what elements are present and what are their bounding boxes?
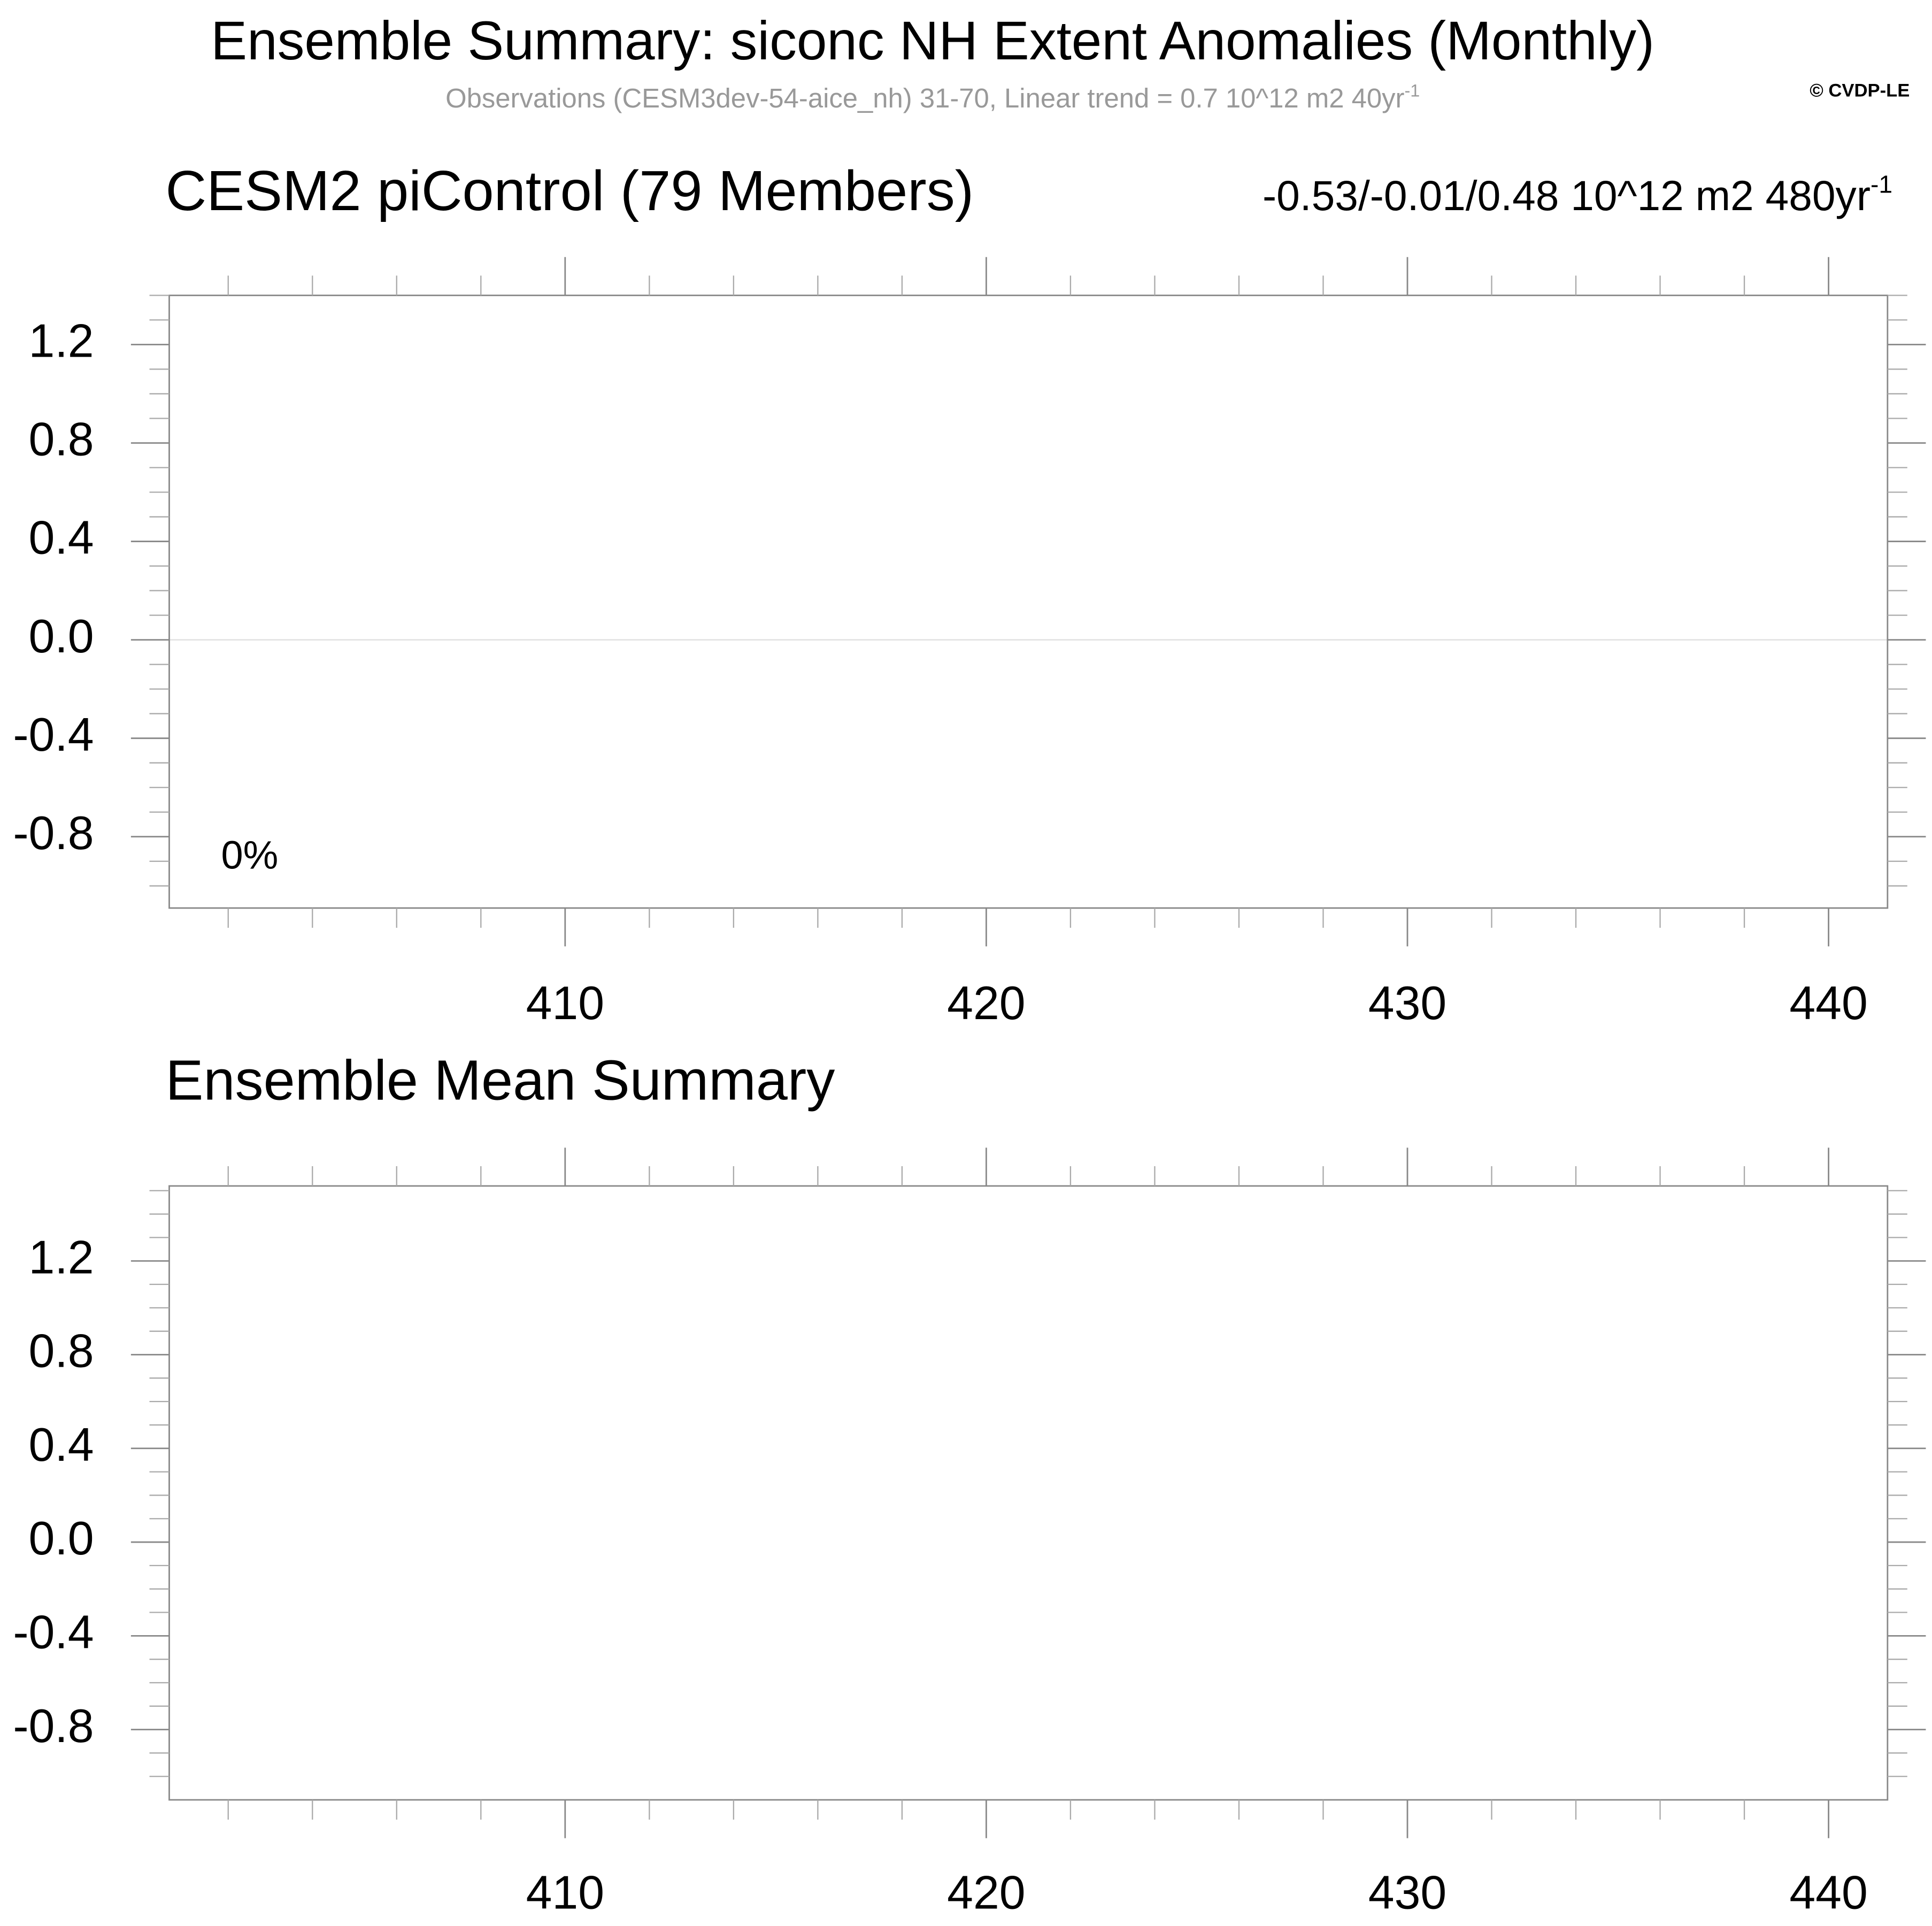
panel-title: Ensemble Mean Summary bbox=[166, 1048, 835, 1112]
right-title-superscript: -1 bbox=[1871, 171, 1892, 198]
plot-frame bbox=[168, 1185, 1889, 1801]
y-tick-label: 0.0 bbox=[29, 610, 94, 662]
x-tick-label: 410 bbox=[526, 977, 604, 1029]
subtitle-text: Observations (CESM3dev-54-aice_nh) 31-70… bbox=[445, 83, 1404, 113]
y-tick-label: 0.0 bbox=[29, 1512, 94, 1565]
y-tick-label: 0.8 bbox=[29, 1325, 94, 1377]
y-tick-label: 1.2 bbox=[29, 1231, 94, 1283]
y-tick-label: 0.4 bbox=[29, 512, 94, 564]
x-tick-label: 430 bbox=[1368, 1866, 1446, 1919]
x-tick-label: 430 bbox=[1368, 977, 1446, 1029]
y-tick-label: -0.4 bbox=[13, 708, 94, 761]
x-tick-label: 440 bbox=[1789, 977, 1867, 1029]
y-tick-label: -0.8 bbox=[13, 1700, 94, 1752]
panel-title: CESM2 piControl (79 Members) bbox=[166, 159, 974, 222]
annotation: 0% bbox=[221, 833, 279, 877]
y-tick-label: 1.2 bbox=[29, 315, 94, 367]
watermark: © CVDP-LE bbox=[1810, 80, 1910, 101]
subtitle-superscript: -1 bbox=[1404, 81, 1420, 100]
page-title: Ensemble Summary: siconc NH Extent Anoma… bbox=[211, 10, 1654, 71]
x-tick-label: 420 bbox=[947, 1866, 1025, 1919]
x-tick-label: 410 bbox=[526, 1866, 604, 1919]
x-tick-label: 420 bbox=[947, 977, 1025, 1029]
plot-frame bbox=[168, 295, 1889, 909]
y-tick-label: 0.8 bbox=[29, 413, 94, 466]
x-tick-label: 440 bbox=[1789, 1866, 1867, 1919]
y-tick-label: -0.4 bbox=[13, 1606, 94, 1659]
subtitle: Observations (CESM3dev-54-aice_nh) 31-70… bbox=[445, 81, 1420, 113]
y-tick-label: -0.8 bbox=[13, 807, 94, 859]
y-tick-label: 0.4 bbox=[29, 1419, 94, 1471]
right-title-text: -0.53/-0.01/0.48 10^12 m2 480yr bbox=[1263, 172, 1871, 219]
panel-right-title: -0.53/-0.01/0.48 10^12 m2 480yr-1 bbox=[1263, 171, 1892, 219]
